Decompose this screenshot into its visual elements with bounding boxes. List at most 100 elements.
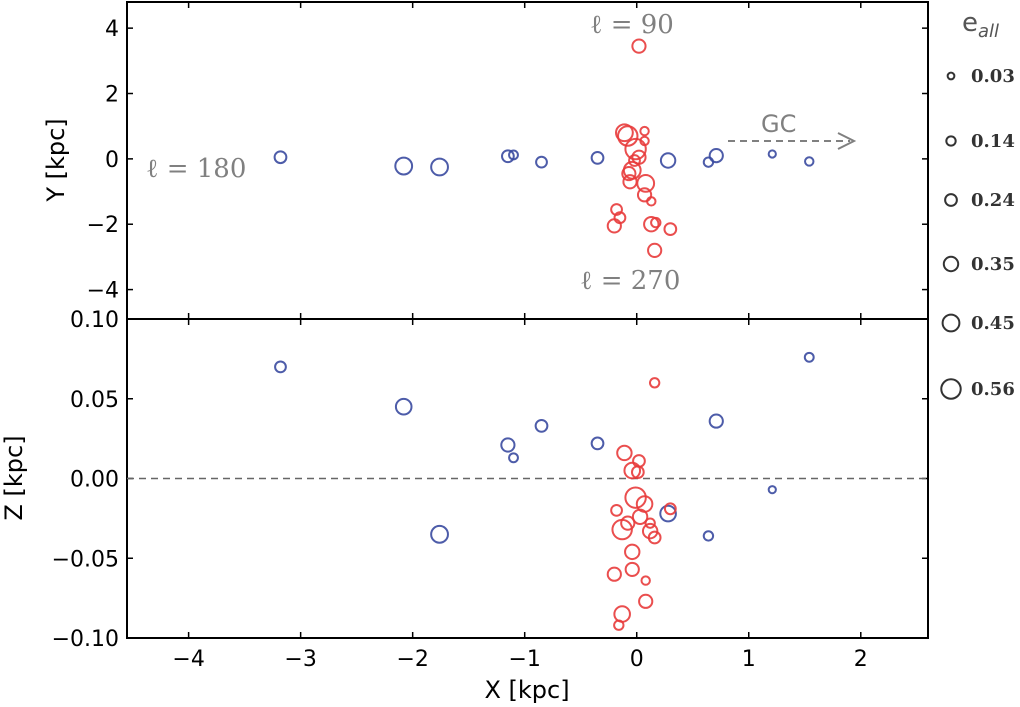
bottom-blue-point xyxy=(659,504,677,523)
top-red-point xyxy=(622,174,638,190)
top-red-point xyxy=(615,123,634,143)
top-blue-point xyxy=(501,149,515,164)
legend-marker xyxy=(945,135,957,147)
x-axis-label: X [kpc] xyxy=(484,676,569,704)
annotation-l90: ℓ = 90 xyxy=(590,10,674,40)
top-red-point xyxy=(628,154,641,167)
annotation-l270: ℓ = 270 xyxy=(580,266,680,296)
gc-arrow-head xyxy=(837,132,857,150)
top-y-tick-label: −4 xyxy=(87,279,119,304)
bottom-red-point xyxy=(638,593,654,609)
top-blue-point xyxy=(659,152,677,169)
bottom-y-axis-label: Z [kpc] xyxy=(0,435,28,520)
bottom-blue-point xyxy=(590,436,605,451)
top-red-point xyxy=(663,222,678,237)
bottom-red-point xyxy=(663,502,677,516)
bottom-red-point xyxy=(631,508,649,525)
top-blue-point xyxy=(804,156,815,167)
top-red-point xyxy=(631,38,647,54)
top-red-point xyxy=(646,196,657,207)
annotation-gc: GC xyxy=(761,110,796,138)
top-blue-point xyxy=(394,156,414,176)
annotation-l180: ℓ = 180 xyxy=(146,154,246,184)
x-tick-label: 1 xyxy=(742,647,756,672)
bottom-blue-point xyxy=(708,413,724,429)
bottom-blue-point xyxy=(394,397,413,416)
legend-marker xyxy=(941,313,961,333)
bottom-blue-point xyxy=(702,530,715,542)
bottom-red-point xyxy=(648,377,661,389)
top-y-tick-label: 4 xyxy=(105,17,119,42)
x-tick-label: −4 xyxy=(172,647,204,672)
legend-label: 0.45 xyxy=(971,313,1015,334)
bottom-blue-point xyxy=(803,351,815,363)
top-y-tick-label: −2 xyxy=(87,213,119,238)
bottom-red-point xyxy=(624,486,647,509)
bottom-blue-point xyxy=(767,485,777,495)
top-red-point xyxy=(636,187,653,203)
x-tick-label: 2 xyxy=(854,647,868,672)
top-red-point xyxy=(643,216,660,233)
legend-title: eall xyxy=(962,8,999,42)
bottom-red-point xyxy=(620,515,636,531)
legend-label: 0.14 xyxy=(971,131,1015,152)
legend-marker xyxy=(944,193,958,207)
bottom-red-point xyxy=(647,530,662,545)
legend: eall 0.03 0.14 0.24 0.35 0.45 0.56 xyxy=(940,8,1015,400)
bottom-blue-point xyxy=(508,452,519,464)
x-tick-label: −1 xyxy=(508,647,540,672)
top-red-point xyxy=(650,216,662,229)
legend-label: 0.24 xyxy=(971,190,1015,211)
bottom-red-point xyxy=(641,522,659,540)
x-tick-label: 0 xyxy=(630,647,644,672)
top-blue-point xyxy=(535,155,548,169)
top-red-point xyxy=(606,218,622,234)
bottom-panel-points xyxy=(274,351,815,631)
legend-label: 0.03 xyxy=(971,66,1015,87)
top-blue-point xyxy=(508,149,519,161)
bottom-y-tick-label: 0.05 xyxy=(70,388,119,413)
bottom-red-point xyxy=(610,504,623,517)
top-blue-point xyxy=(708,147,724,164)
legend-label: 0.35 xyxy=(971,254,1015,275)
bottom-y-tick-label: 0.10 xyxy=(70,308,119,333)
top-red-point xyxy=(647,242,663,258)
bottom-red-point xyxy=(640,575,651,586)
top-red-point xyxy=(621,165,637,182)
bottom-red-point xyxy=(606,566,622,582)
top-red-point xyxy=(639,125,650,137)
top-y-axis-label: Y [kpc] xyxy=(42,118,70,202)
bottom-y-tick-label: 0.00 xyxy=(70,468,119,493)
top-red-point xyxy=(624,137,647,161)
bottom-red-point xyxy=(613,619,625,631)
bottom-y-tick-label: −0.05 xyxy=(52,547,119,572)
x-tick-label: −3 xyxy=(284,647,316,672)
top-y-ticks: 4 2 0 −2 −4 xyxy=(87,2,928,319)
top-blue-point xyxy=(767,149,777,159)
bottom-blue-point xyxy=(500,437,516,453)
bottom-red-point xyxy=(624,561,640,578)
top-panel-points xyxy=(273,38,815,258)
top-red-point xyxy=(617,125,639,147)
top-y-tick-label: 2 xyxy=(105,83,119,108)
top-red-point xyxy=(636,173,656,193)
top-blue-point xyxy=(430,157,449,177)
top-blue-point xyxy=(590,151,605,165)
legend-marker xyxy=(946,71,956,81)
x-tick-label: −2 xyxy=(396,647,428,672)
legend-marker xyxy=(940,378,962,400)
top-blue-point xyxy=(273,150,288,165)
bottom-blue-point xyxy=(274,360,287,374)
bottom-blue-point xyxy=(430,524,449,544)
bottom-red-point xyxy=(624,543,641,561)
top-red-point xyxy=(610,203,623,216)
top-y-tick-label: 0 xyxy=(105,148,119,173)
bottom-red-point xyxy=(630,465,645,479)
legend-marker xyxy=(942,255,960,273)
legend-title-subscript: all xyxy=(978,21,999,42)
bottom-ticks: 0.10 0.05 0.00 −0.05 −0.10 −4 −3 −2 −1 0 1 2 xyxy=(52,308,928,672)
legend-label: 0.56 xyxy=(971,379,1015,400)
bottom-red-point xyxy=(613,605,631,623)
bottom-y-tick-label: −0.10 xyxy=(52,627,119,652)
